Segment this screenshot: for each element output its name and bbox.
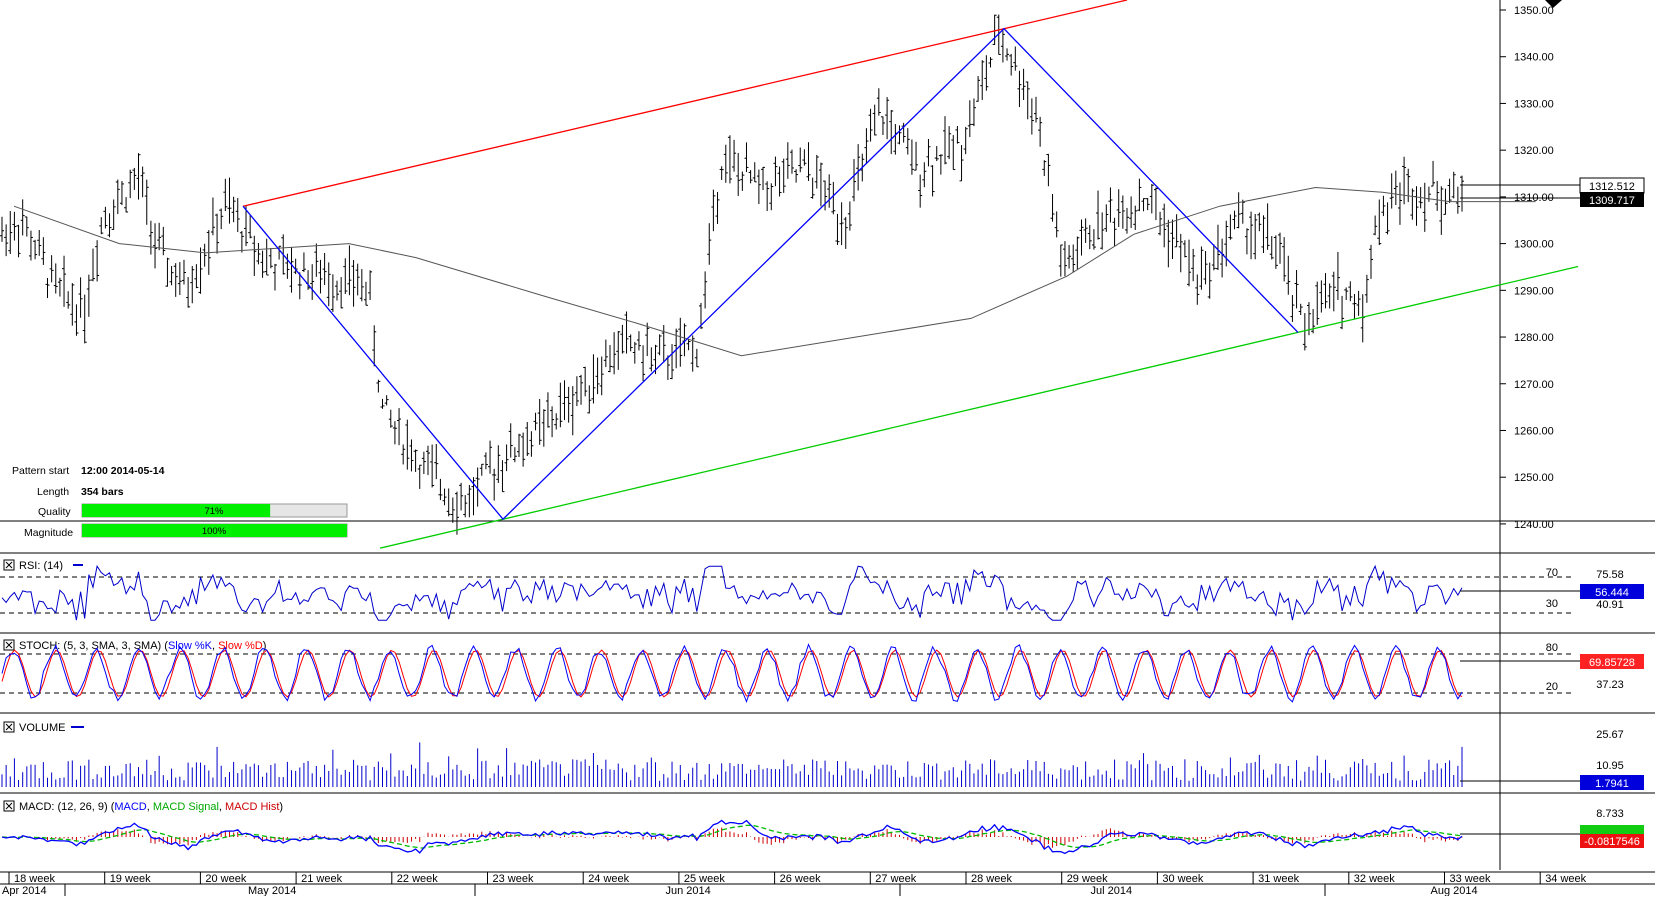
month-label: Aug 2014 xyxy=(1431,885,1478,896)
length-value: 354 bars xyxy=(81,486,124,498)
volume-value: 1.7941 xyxy=(1595,778,1629,790)
stoch-value: 69.85728 xyxy=(1589,657,1635,669)
rsi-level-30: 30 xyxy=(1546,598,1558,610)
week-label: 18 week xyxy=(14,873,55,885)
volume-axis-hi: 25.67 xyxy=(1596,729,1624,741)
quality-label: Quality xyxy=(38,506,71,518)
macd-signal-line xyxy=(1,824,1463,849)
price-axis-tick: 1250.00 xyxy=(1514,472,1554,484)
price-axis-tick: 1240.00 xyxy=(1514,519,1554,531)
macd-title: MACD: (12, 26, 9) (MACD, MACD Signal, MA… xyxy=(19,801,283,813)
week-label: 19 week xyxy=(110,873,151,885)
price-axis-tick: 1350.00 xyxy=(1514,5,1554,17)
price-axis-tick: 1290.00 xyxy=(1514,285,1554,297)
volume-value-badge xyxy=(1580,775,1644,790)
pattern-start-value: 12:00 2014-05-14 xyxy=(81,465,165,477)
week-label: 32 week xyxy=(1354,873,1395,885)
stoch-panel: STOCH: (5, 3, SMA, 3, SMA) (Slow %K, Slo… xyxy=(0,632,1655,704)
price-axis-tick: 1260.00 xyxy=(1514,425,1554,437)
week-label: 22 week xyxy=(397,873,438,885)
rsi-level-70: 70 xyxy=(1546,567,1558,579)
moving-average-line xyxy=(13,186,1536,357)
month-label: Apr 2014 xyxy=(2,885,47,896)
rsi-axis-hi: 75.58 xyxy=(1596,569,1624,581)
volume-axis-lo: 10.95 xyxy=(1596,760,1624,772)
stoch-level-20: 20 xyxy=(1546,681,1558,693)
rsi-value: 56.444 xyxy=(1595,587,1629,599)
week-label: 31 week xyxy=(1258,873,1299,885)
week-label: 21 week xyxy=(301,873,342,885)
price-axis-tick: 1340.00 xyxy=(1514,52,1554,64)
rsi-panel: RSI: (14) 70 30 75.58 40.91 56.444 xyxy=(0,552,1655,621)
pattern-line xyxy=(242,27,1299,521)
week-label: 23 week xyxy=(493,873,534,885)
week-label: 25 week xyxy=(684,873,725,885)
price-axis-tick: 1330.00 xyxy=(1514,98,1554,110)
scroll-marker-icon[interactable] xyxy=(1545,0,1562,8)
month-label: Jul 2014 xyxy=(1091,885,1133,896)
stoch-level-80: 80 xyxy=(1546,642,1558,654)
week-label: 33 week xyxy=(1450,873,1491,885)
macd-value: -0.0817546 xyxy=(1584,836,1640,848)
rsi-value-badge xyxy=(1580,584,1644,599)
pattern-info: Pattern start 12:00 2014-05-14 Length 35… xyxy=(12,465,348,539)
price-panel: 1350.001340.001330.001320.001310.001300.… xyxy=(0,0,1655,870)
week-label: 30 week xyxy=(1162,873,1203,885)
macd-line xyxy=(1,819,1463,855)
month-label: Jun 2014 xyxy=(666,885,711,896)
week-label: 28 week xyxy=(971,873,1012,885)
week-label: 34 week xyxy=(1545,873,1586,885)
week-label: 26 week xyxy=(780,873,821,885)
magnitude-text: 100% xyxy=(202,526,227,537)
volume-panel: VOLUME 25.67 10.95 1.7941 xyxy=(0,712,1655,790)
quality-text: 71% xyxy=(204,506,224,517)
rsi-axis-lo: 40.91 xyxy=(1596,599,1624,611)
time-axis: 18 week 19 week 20 week 21 week 22 week 23 we… xyxy=(0,871,1655,897)
week-label: 29 week xyxy=(1067,873,1108,885)
ma-price-label: 1309.717 xyxy=(1589,195,1635,207)
macd-value-badge xyxy=(1580,834,1644,848)
macd-panel: MACD: (12, 26, 9) (MACD, MACD Signal, MA… xyxy=(0,792,1655,855)
price-axis-tick: 1320.00 xyxy=(1514,145,1554,157)
stoch-value-badge xyxy=(1580,654,1644,669)
price-axis-tick: 1270.00 xyxy=(1514,379,1554,391)
magnitude-label: Magnitude xyxy=(24,527,73,539)
rsi-title: RSI: (14) xyxy=(19,560,63,572)
lower-channel-line xyxy=(379,265,1579,549)
volume-title: VOLUME xyxy=(19,722,65,734)
price-axis-tick: 1300.00 xyxy=(1514,239,1554,251)
stoch-k-line xyxy=(1,643,1463,704)
month-label: May 2014 xyxy=(248,885,296,896)
stoch-d-line xyxy=(1,649,1463,698)
rsi-line xyxy=(1,564,1463,621)
magnitude-bar-fill xyxy=(82,524,347,537)
macd-axis-hi: 8.733 xyxy=(1596,808,1624,820)
pattern-start-label: Pattern start xyxy=(12,465,69,477)
ma-price-badge xyxy=(1580,192,1644,207)
stoch-axis-mid: 37.23 xyxy=(1596,679,1624,691)
upper-channel-line xyxy=(242,0,1128,207)
week-label: 27 week xyxy=(875,873,916,885)
week-label: 24 week xyxy=(588,873,629,885)
length-label: Length xyxy=(37,486,69,498)
week-label: 20 week xyxy=(205,873,246,885)
last-price-label: 1312.512 xyxy=(1589,181,1635,193)
quality-bar-fill xyxy=(82,504,271,517)
price-axis-tick: 1280.00 xyxy=(1514,332,1554,344)
